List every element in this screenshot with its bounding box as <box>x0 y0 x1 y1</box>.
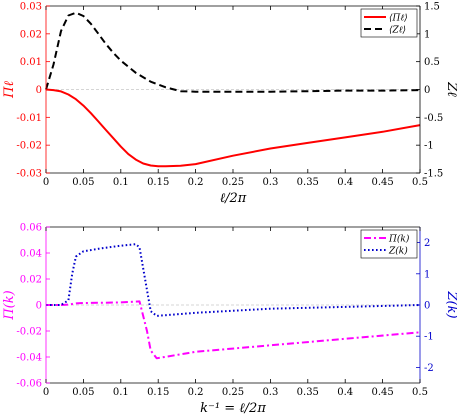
c1-x-tick-label: 0 <box>43 177 49 188</box>
c2-y-right-tick-label: 2 <box>424 238 430 249</box>
c2-y-right-tick-label: -2 <box>424 363 434 374</box>
c1-y-left-tick-label: 0.02 <box>20 29 42 40</box>
c1-x-tick-label: 0.45 <box>371 177 393 188</box>
c2-legend-box <box>360 229 418 259</box>
c1-y-right-tick-label: -0.5 <box>424 113 443 124</box>
c2-x-tick-label: 0.2 <box>188 387 204 398</box>
c1-y-left-tick-label: 0 <box>36 85 42 96</box>
c2-x-tick-label: 0.15 <box>147 387 169 398</box>
c2-y-left-axis-label: Π(k) <box>2 290 17 320</box>
c2-legend-entry-1: Π(k) <box>388 234 410 245</box>
c2-x-axis-label: k⁻¹ = ℓ/2π <box>200 401 266 415</box>
c1-x-tick-label: 0.4 <box>337 177 353 188</box>
c2-y-left-tick-label: -0.04 <box>16 353 42 364</box>
c2-x-tick-label: 0.05 <box>72 387 94 398</box>
c2-x-tick-label: 0.3 <box>262 387 278 398</box>
c1-x-tick-label: 0.35 <box>297 177 319 188</box>
c2-y-left-tick-label: 0.06 <box>20 223 42 234</box>
c1-y-right-tick-label: -1.5 <box>424 169 443 180</box>
c2-y-left-tick-label: 0.04 <box>20 249 42 260</box>
c1-legend-entry-1: ⟨Πℓ⟩ <box>389 14 408 24</box>
c2-x-tick-label: 0.45 <box>371 387 393 398</box>
c2-x-tick-label: 0.35 <box>297 387 319 398</box>
c1-y-right-axis-label: Zℓ <box>444 81 457 97</box>
c1-x-tick-label: 0.25 <box>222 177 244 188</box>
c1-y-left-axis-label: Πℓ <box>2 81 17 99</box>
c1-x-tick-label: 0.1 <box>113 177 129 188</box>
c2-y-right-tick-label: 0 <box>424 301 430 312</box>
c2-y-right-tick-label: -1 <box>424 332 434 343</box>
c2-x-tick-label: 0 <box>43 387 49 398</box>
c1-legend-box <box>360 8 418 38</box>
c1-x-tick-label: 0.15 <box>147 177 169 188</box>
c1-x-tick-label: 0.2 <box>188 177 204 188</box>
c2-x-tick-label: 0.4 <box>337 387 353 398</box>
c1-legend-entry-2: ⟨Zℓ⟩ <box>389 26 406 36</box>
c1-y-right-tick-label: 0.5 <box>424 57 440 68</box>
c2-x-tick-label: 0.1 <box>113 387 129 398</box>
c1-y-right-tick-label: 1 <box>424 29 430 40</box>
c2-y-left-tick-label: -0.02 <box>16 327 42 338</box>
c2-y-left-tick-label: 0.02 <box>20 275 42 286</box>
c2-y-right-tick-label: 1 <box>424 269 430 280</box>
c2-y-right-axis-label: Z(k) <box>444 290 457 318</box>
c2-x-tick-label: 0.5 <box>412 387 428 398</box>
c2-y-left-tick-label: 0 <box>36 301 42 312</box>
c2-y-left-tick-label: -0.06 <box>16 379 42 390</box>
c2-series-line-2 <box>46 243 421 317</box>
c1-y-left-tick-label: 0.03 <box>20 2 42 13</box>
c1-y-left-tick-label: -0.03 <box>16 169 42 180</box>
c1-x-tick-label: 0.05 <box>72 177 94 188</box>
c1-y-right-tick-label: -1 <box>424 141 434 152</box>
c1-y-left-tick-label: 0.01 <box>20 57 42 68</box>
c1-x-axis-label: ℓ/2π <box>220 191 247 206</box>
c1-series-line-2 <box>45 11 421 93</box>
c1-y-right-tick-label: 1.5 <box>424 2 440 13</box>
c1-y-left-tick-label: -0.01 <box>16 113 42 124</box>
c1-y-right-tick-label: 0 <box>424 85 430 96</box>
c2-x-tick-label: 0.25 <box>222 387 244 398</box>
c1-x-tick-label: 0.3 <box>262 177 278 188</box>
c2-series-line-1 <box>46 300 421 360</box>
c2-legend-entry-2: Z(k) <box>388 246 408 257</box>
c1-series-line-1 <box>45 88 421 168</box>
c1-x-tick-label: 0.5 <box>412 177 428 188</box>
c1-y-left-tick-label: -0.02 <box>16 141 42 152</box>
